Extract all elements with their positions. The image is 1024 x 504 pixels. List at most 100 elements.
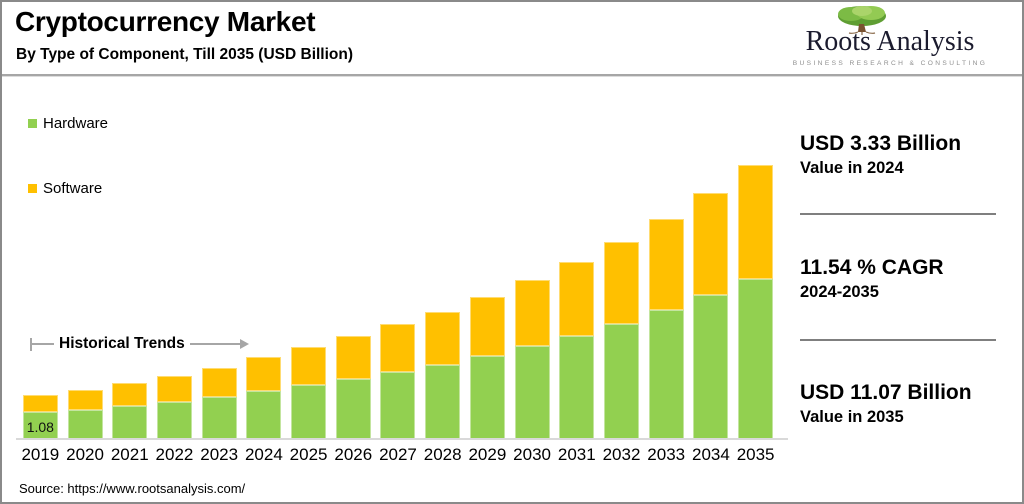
software-segment-2030: [514, 280, 550, 346]
software-segment-2033: [648, 219, 684, 310]
stacked-bar-2024: [246, 357, 282, 439]
x-axis-label-2020: 2020: [66, 445, 104, 464]
hardware-segment-2019: 1.08: [22, 412, 58, 439]
software-swatch-icon: [28, 184, 37, 193]
software-segment-2035: [738, 165, 774, 279]
arrow-right-icon: [240, 339, 249, 349]
x-axis-label-2021: 2021: [110, 445, 149, 464]
stacked-bar-2021: [112, 383, 148, 439]
source-text: Source: https://www.rootsanalysis.com/: [19, 481, 246, 496]
x-axis-label-2033: 2033: [647, 445, 686, 464]
hardware-segment-2025: [291, 385, 327, 439]
x-axis-label-2022: 2022: [155, 445, 194, 464]
stat-cagr-value: 11.54 % CAGR: [800, 256, 944, 279]
stat-2024-value: USD 3.33 Billion: [800, 132, 962, 155]
header-divider: [2, 74, 1022, 77]
hardware-segment-2031: [559, 336, 595, 439]
software-segment-2020: [67, 390, 103, 410]
roots-analysis-logo: Roots Analysis BUSINESS RESEARCH & CONSU…: [790, 4, 990, 70]
hardware-segment-2034: [693, 295, 729, 439]
bar-column-2033: 2033: [644, 139, 689, 464]
bar-column-2029: 2029: [465, 139, 510, 464]
stat-value-2035: USD 11.07 Billion Value in 2035: [800, 381, 1012, 427]
bar-column-2021: 2021: [107, 139, 152, 464]
stacked-bar-2032: [603, 242, 639, 439]
stat-2024-caption: Value in 2024: [800, 159, 904, 177]
software-segment-2027: [380, 324, 416, 372]
data-label-2019-hardware: 1.08: [26, 419, 54, 435]
hardware-swatch-icon: [28, 119, 37, 128]
annotation-start-tick: [30, 337, 32, 351]
stats-divider-2: [800, 339, 996, 341]
stacked-bar-2030: [514, 280, 550, 439]
hardware-segment-2030: [514, 346, 550, 439]
stacked-bar-2027: [380, 324, 416, 439]
bar-column-2030: 2030: [510, 139, 555, 464]
hardware-segment-2035: [738, 279, 774, 439]
software-segment-2019: [22, 395, 58, 412]
software-segment-2031: [559, 262, 595, 336]
software-segment-2026: [335, 336, 371, 379]
x-axis-label-2028: 2028: [423, 445, 462, 464]
bar-column-2019: 1.08 2019: [18, 139, 63, 464]
stat-cagr-caption: 2024-2035: [800, 283, 879, 301]
annotation-line-right: [189, 343, 240, 345]
software-segment-2029: [469, 297, 505, 356]
annotation-line-left: [32, 343, 54, 345]
software-segment-2034: [693, 193, 729, 295]
stacked-bar-2029: [469, 297, 505, 439]
hardware-segment-2028: [425, 365, 461, 439]
bar-column-2026: 2026: [331, 139, 376, 464]
x-axis-label-2030: 2030: [513, 445, 551, 464]
stacked-bar-2034: [693, 193, 729, 439]
bar-column-2027: 2027: [376, 139, 421, 464]
software-segment-2023: [201, 368, 237, 397]
bar-column-2025: 2025: [286, 139, 331, 464]
annotation-label: Historical Trends: [59, 335, 185, 352]
bar-column-2022: 2022: [152, 139, 197, 464]
x-axis-label-2034: 2034: [691, 445, 730, 464]
logo-name: Roots Analysis: [805, 26, 975, 57]
hardware-segment-2021: [112, 406, 148, 439]
software-segment-2022: [156, 376, 192, 402]
header: Cryptocurrency Market By Type of Compone…: [2, 2, 1022, 74]
bar-column-2023: 2023: [197, 139, 242, 464]
stacked-bar-2035: [738, 165, 774, 439]
page-subtitle: By Type of Component, Till 2035 (USD Bil…: [16, 46, 354, 63]
bar-column-2020: 2020: [63, 139, 108, 464]
stacked-bar-2022: [156, 376, 192, 439]
bar-column-2034: 2034: [689, 139, 734, 464]
bar-column-2028: 2028: [420, 139, 465, 464]
stacked-bar-2019: 1.08: [22, 395, 58, 439]
legend-item-hardware: Hardware: [28, 115, 108, 132]
x-axis-label-2025: 2025: [289, 445, 328, 464]
x-axis-baseline: [16, 438, 788, 440]
x-axis-label-2024: 2024: [244, 445, 283, 464]
stacked-bar-2028: [425, 312, 461, 439]
stat-2035-caption: Value in 2035: [800, 408, 904, 426]
hardware-segment-2020: [67, 410, 103, 439]
legend-label-software: Software: [43, 180, 103, 197]
software-segment-2021: [112, 383, 148, 406]
page-title: Cryptocurrency Market: [15, 6, 316, 37]
x-axis-label-2032: 2032: [602, 445, 641, 464]
x-axis-label-2035: 2035: [736, 445, 775, 464]
stat-value-2024: USD 3.33 Billion Value in 2024: [800, 132, 1012, 178]
stacked-bar-2031: [559, 262, 595, 439]
stacked-bar-2020: [67, 390, 103, 439]
bar-column-2024: 2024: [242, 139, 287, 464]
software-segment-2032: [603, 242, 639, 324]
x-axis-label-2026: 2026: [334, 445, 373, 464]
bar-column-2035: 2035: [733, 139, 778, 464]
hardware-segment-2024: [246, 391, 282, 439]
legend-item-software: Software: [28, 180, 102, 197]
stacked-bar-2033: [648, 219, 684, 439]
bar-column-2032: 2032: [599, 139, 644, 464]
legend-label-hardware: Hardware: [43, 115, 109, 132]
hardware-segment-2032: [603, 324, 639, 439]
x-axis-label-2023: 2023: [200, 445, 239, 464]
stat-cagr: 11.54 % CAGR 2024-2035: [800, 256, 1012, 302]
hardware-segment-2023: [201, 397, 237, 439]
software-segment-2028: [425, 312, 461, 365]
